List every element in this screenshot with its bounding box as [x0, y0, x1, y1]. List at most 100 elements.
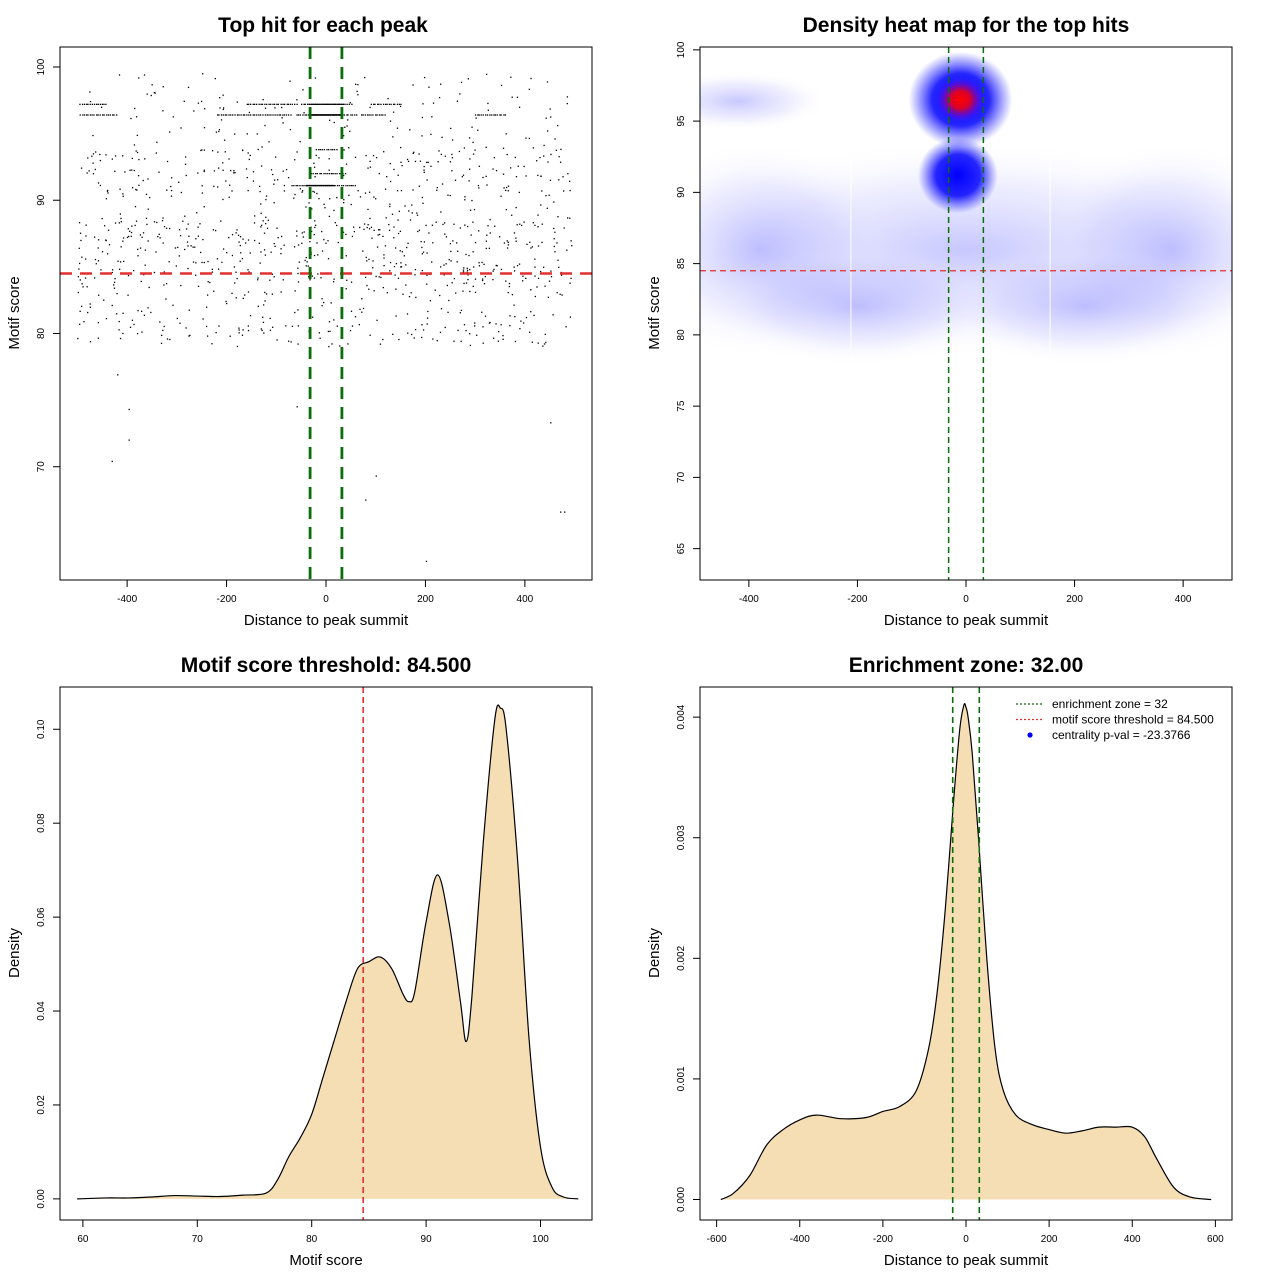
data-point	[369, 166, 372, 168]
data-point	[247, 189, 249, 192]
data-point	[494, 114, 497, 116]
data-point	[350, 184, 353, 187]
data-point	[321, 298, 323, 300]
data-point	[293, 246, 296, 248]
data-point	[285, 168, 288, 171]
data-point	[254, 103, 256, 105]
data-point	[339, 345, 341, 347]
data-point	[484, 315, 487, 317]
data-point	[159, 237, 161, 239]
data-point	[106, 190, 109, 192]
data-point	[217, 186, 219, 188]
data-point	[489, 321, 491, 324]
data-point	[327, 149, 330, 151]
data-point	[299, 114, 301, 116]
data-point	[270, 114, 272, 116]
data-point	[378, 172, 380, 175]
x-tick-label: 60	[77, 1234, 89, 1245]
data-point	[99, 114, 101, 116]
hotspot-peak	[936, 77, 985, 122]
data-point	[395, 315, 397, 317]
data-point	[122, 312, 124, 314]
data-point	[266, 103, 268, 105]
data-point	[515, 240, 517, 242]
data-point	[78, 268, 80, 270]
chart-title: Enrichment zone: 32.00	[849, 654, 1084, 677]
data-point	[225, 180, 227, 182]
data-point	[200, 149, 202, 152]
data-point	[257, 305, 259, 307]
data-point	[295, 184, 297, 187]
data-point	[313, 254, 316, 257]
data-point	[422, 202, 424, 205]
data-point	[220, 114, 223, 116]
data-point	[94, 258, 97, 261]
data-point	[321, 230, 323, 233]
data-point	[530, 247, 532, 249]
data-point	[168, 261, 170, 263]
data-point	[318, 149, 320, 151]
data-point	[273, 103, 276, 105]
data-point	[420, 240, 422, 243]
data-point	[459, 93, 461, 95]
data-point	[502, 338, 504, 340]
data-point	[309, 241, 311, 243]
data-point	[510, 76, 512, 78]
data-point	[158, 171, 160, 173]
data-point	[368, 258, 370, 261]
density-area	[720, 703, 1212, 1200]
data-point	[457, 329, 459, 332]
x-tick-label: -200	[217, 594, 237, 605]
data-point	[241, 334, 244, 336]
data-point	[238, 332, 240, 334]
data-point	[481, 279, 484, 282]
data-point	[402, 293, 404, 295]
data-point	[145, 217, 148, 220]
data-point	[236, 114, 239, 116]
data-point	[317, 273, 319, 275]
data-point	[195, 262, 197, 264]
data-point	[193, 110, 195, 112]
data-point	[342, 231, 345, 233]
data-point	[270, 103, 272, 105]
data-point	[430, 165, 432, 167]
data-point	[546, 81, 549, 83]
data-point	[336, 149, 338, 151]
data-point	[411, 212, 413, 214]
data-point	[248, 111, 251, 114]
data-point	[296, 406, 298, 408]
data-point	[146, 93, 148, 95]
data-point	[265, 195, 268, 197]
data-point	[359, 226, 361, 229]
data-point	[330, 302, 332, 304]
data-point	[101, 251, 104, 253]
data-point	[396, 103, 399, 105]
data-point	[209, 281, 211, 284]
data-point	[411, 204, 413, 206]
data-point	[143, 74, 146, 76]
data-point	[116, 114, 118, 116]
data-point	[169, 338, 171, 341]
data-point	[111, 460, 113, 463]
data-point	[519, 223, 521, 225]
data-point	[350, 203, 352, 206]
data-point	[522, 322, 525, 324]
data-point	[495, 169, 498, 172]
data-point	[130, 235, 132, 238]
data-point	[468, 333, 471, 335]
data-point	[438, 150, 440, 152]
y-tick-label: 0.002	[676, 945, 687, 970]
data-point	[316, 242, 318, 244]
data-point	[205, 306, 208, 308]
data-point	[254, 215, 256, 217]
data-point	[428, 232, 430, 234]
data-point	[541, 223, 543, 225]
data-point	[349, 329, 352, 332]
data-point	[103, 299, 105, 301]
data-point	[421, 336, 423, 339]
data-point	[513, 232, 516, 234]
data-point	[150, 311, 152, 314]
data-point	[105, 198, 108, 200]
data-point	[233, 266, 236, 268]
data-point	[377, 229, 380, 231]
